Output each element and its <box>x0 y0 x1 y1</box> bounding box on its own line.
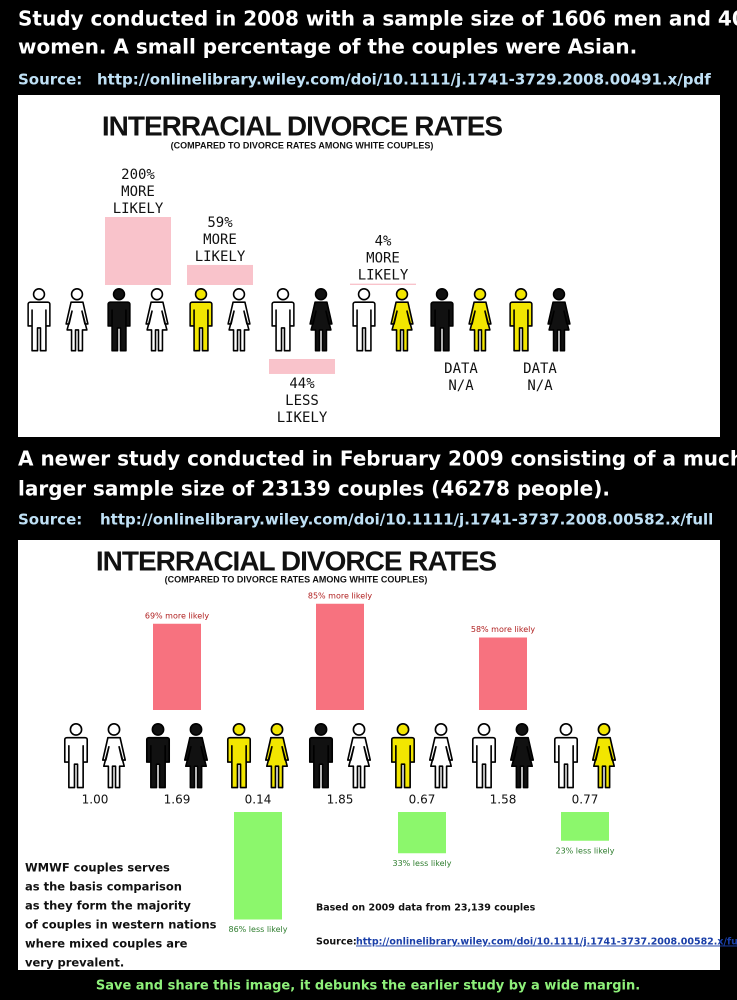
basis-note: Based on 2009 data from 23,139 couples <box>316 903 536 914</box>
bar <box>105 217 171 285</box>
value-label: 86% less likely <box>228 925 287 934</box>
value-label: LIKELY <box>358 268 409 284</box>
note-line: of couples in western nations <box>25 918 217 932</box>
value-label: LIKELY <box>277 410 328 426</box>
note-line: as the basis comparison <box>25 880 182 894</box>
bar <box>269 359 335 374</box>
bar <box>350 283 416 285</box>
ratio-label: 0.77 <box>572 793 599 807</box>
source-link[interactable]: http://onlinelibrary.wiley.com/doi/10.11… <box>356 937 737 948</box>
value-label: LIKELY <box>195 249 246 265</box>
value-label: 200% <box>121 167 155 183</box>
chart-title: INTERRACIAL DIVORCE RATES <box>102 110 503 141</box>
value-label: 44% <box>289 376 315 392</box>
bar <box>187 264 253 285</box>
chart-subtitle: (COMPARED TO DIVORCE RATES AMONG WHITE C… <box>165 574 428 584</box>
source-label: Source: <box>18 71 82 89</box>
source-label: Source: <box>18 511 82 529</box>
ratio-label: 0.67 <box>409 793 436 807</box>
bar <box>398 812 446 854</box>
value-label: 58% more likely <box>471 625 536 634</box>
intro-line: Study conducted in 2008 with a sample si… <box>18 7 737 31</box>
ratio-label: 1.58 <box>490 793 517 807</box>
value-label: N/A <box>448 378 474 394</box>
footer: Save and share this image, it debunks th… <box>96 979 640 994</box>
value-label: 69% more likely <box>145 611 210 620</box>
middle-line: A newer study conducted in February 2009… <box>18 447 737 471</box>
value-label: MORE <box>366 251 400 267</box>
bar <box>153 623 201 710</box>
note-line: very prevalent. <box>25 956 124 970</box>
ratio-label: 0.14 <box>245 793 272 807</box>
value-label: MORE <box>121 184 155 200</box>
value-label: 85% more likely <box>308 591 373 600</box>
source-url: http://onlinelibrary.wiley.com/doi/10.11… <box>100 511 713 529</box>
value-label: 4% <box>375 234 392 250</box>
value-label: LESS <box>285 393 319 409</box>
chart-title: INTERRACIAL DIVORCE RATES <box>96 545 497 576</box>
bar <box>316 603 364 710</box>
value-label: MORE <box>203 232 237 248</box>
note-line: as they form the majority <box>25 899 191 913</box>
middle-line: larger sample size of 23139 couples (462… <box>18 477 610 501</box>
value-label: LIKELY <box>113 201 164 217</box>
ratio-label: 1.69 <box>164 793 191 807</box>
value-label: N/A <box>527 378 553 394</box>
ratio-label: 1.00 <box>82 793 109 807</box>
bar <box>234 812 282 920</box>
source-url: http://onlinelibrary.wiley.com/doi/10.11… <box>97 71 711 89</box>
value-label: 33% less likely <box>392 859 451 868</box>
value-label: 23% less likely <box>555 846 614 855</box>
bar <box>561 812 609 841</box>
bar <box>479 637 527 710</box>
note-line: WMWF couples serves <box>25 861 170 875</box>
ratio-label: 1.85 <box>327 793 354 807</box>
value-label: DATA <box>523 361 557 377</box>
source-label: Source: <box>316 937 357 948</box>
value-label: 59% <box>207 215 233 231</box>
note-line: where mixed couples are <box>25 937 188 951</box>
chart-subtitle: (COMPARED TO DIVORCE RATES AMONG WHITE C… <box>171 140 434 150</box>
value-label: DATA <box>444 361 478 377</box>
intro-line: women. A small percentage of the couples… <box>18 35 637 59</box>
